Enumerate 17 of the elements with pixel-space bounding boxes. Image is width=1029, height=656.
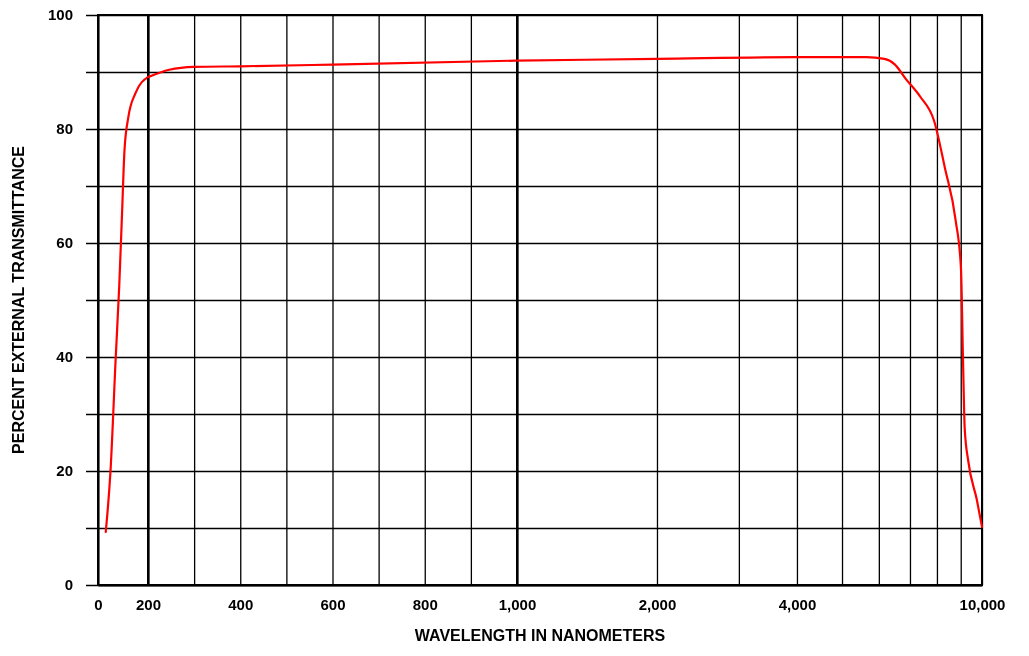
x-tick-label: 600 — [320, 595, 346, 613]
x-tick-label: 800 — [412, 595, 438, 613]
x-axis-title: WAVELENGTH IN NANOMETERS — [414, 627, 666, 644]
x-tick-label: 0 — [94, 595, 103, 613]
y-tick-label: 100 — [47, 6, 73, 24]
y-tick-label: 40 — [56, 348, 73, 366]
x-tick-label: 4,000 — [778, 595, 817, 613]
x-tick-label: 10,000 — [959, 595, 1006, 613]
x-tick-label: 400 — [228, 595, 254, 613]
y-tick-label: 60 — [56, 234, 73, 252]
x-tick-label: 1,000 — [498, 595, 537, 613]
x-tick-label: 2,000 — [638, 595, 677, 613]
y-tick-label: 0 — [64, 576, 73, 594]
x-tick-label: 200 — [135, 595, 162, 613]
y-tick-label: 80 — [56, 120, 73, 138]
y-tick-label: 20 — [56, 462, 73, 480]
y-axis-title: PERCENT EXTERNAL TRANSMITTANCE — [10, 145, 27, 454]
